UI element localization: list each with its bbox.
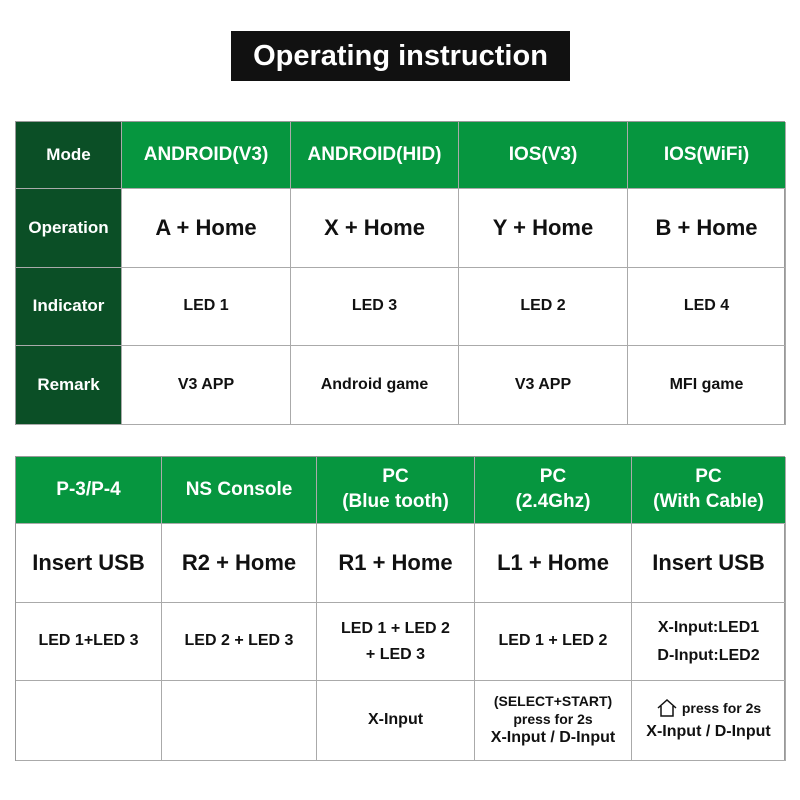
- mode-sublabel: (2.4Ghz): [515, 491, 591, 512]
- mode-label: NS Console: [185, 478, 293, 500]
- mode-table-2: P-3/P-4 NS Console PC (Blue tooth) PC (2.4…: [15, 456, 786, 761]
- row-header-mode: Mode: [16, 122, 122, 189]
- mode-cell: PC (With Cable): [632, 457, 786, 524]
- remark-cell: V3 APP: [459, 346, 628, 425]
- indicator-cell: LED 2: [459, 268, 628, 346]
- operation-cell: R1 + Home: [317, 524, 475, 603]
- operation-cell: R2 + Home: [162, 524, 317, 603]
- row-header-indicator: Indicator: [16, 268, 122, 346]
- operation-cell: L1 + Home: [475, 524, 632, 603]
- remark-cell: [162, 681, 317, 761]
- remark-cell: MFI game: [628, 346, 786, 425]
- mode-cell: P-3/P-4: [16, 457, 162, 524]
- remark-cell: V3 APP: [122, 346, 291, 425]
- indicator-text: + LED 3: [365, 645, 426, 663]
- indicator-cell: LED 1 + LED 2: [475, 603, 632, 681]
- remark-cell: (SELECT+START) press for 2s X-Input / D-…: [475, 681, 632, 761]
- operation-cell: A + Home: [122, 189, 291, 268]
- home-icon: [657, 698, 677, 717]
- mode-label: PC: [539, 466, 567, 488]
- indicator-text: LED 2 + LED 3: [184, 632, 294, 650]
- remark-text: X-Input / D-Input: [646, 722, 771, 740]
- mode-cell: IOS(WiFi): [628, 122, 786, 189]
- operation-cell: Insert USB: [632, 524, 786, 603]
- indicator-cell: LED 1: [122, 268, 291, 346]
- operation-cell: Y + Home: [459, 189, 628, 268]
- indicator-cell: LED 3: [291, 268, 459, 346]
- indicator-text: X-Input:LED1: [657, 619, 760, 637]
- indicator-cell: LED 4: [628, 268, 786, 346]
- remark-text: X-Input: [367, 711, 424, 729]
- indicator-text: LED 1+LED 3: [38, 632, 139, 650]
- mode-label: P-3/P-4: [56, 478, 121, 500]
- indicator-text: LED 1 + LED 2: [498, 632, 608, 650]
- mode-cell: ANDROID(V3): [122, 122, 291, 189]
- indicator-cell: LED 1 + LED 2 + LED 3: [317, 603, 475, 681]
- indicator-cell: LED 2 + LED 3: [162, 603, 317, 681]
- remark-text: (SELECT+START): [493, 692, 613, 709]
- remark-cell: press for 2s X-Input / D-Input: [632, 681, 786, 761]
- remark-cell: [16, 681, 162, 761]
- remark-text: press for 2s: [513, 711, 593, 728]
- operation-cell: Insert USB: [16, 524, 162, 603]
- indicator-text: LED 1 + LED 2: [341, 619, 450, 637]
- mode-sublabel: (Blue tooth): [342, 491, 449, 512]
- operation-cell: X + Home: [291, 189, 459, 268]
- operation-cell: B + Home: [628, 189, 786, 268]
- mode-cell: NS Console: [162, 457, 317, 524]
- remark-cell: Android game: [291, 346, 459, 425]
- row-header-operation: Operation: [16, 189, 122, 268]
- row-header-remark: Remark: [16, 346, 122, 425]
- mode-cell: PC (Blue tooth): [317, 457, 475, 524]
- remark-text: press for 2s: [681, 699, 762, 716]
- mode-table-1: Mode ANDROID(V3) ANDROID(HID) IOS(V3) IO…: [15, 121, 786, 425]
- mode-cell: PC (2.4Ghz): [475, 457, 632, 524]
- mode-label: PC: [695, 466, 722, 488]
- mode-cell: ANDROID(HID): [291, 122, 459, 189]
- remark-cell: X-Input: [317, 681, 475, 761]
- page-title: Operating instruction: [231, 31, 570, 81]
- mode-label: PC: [382, 466, 409, 488]
- indicator-cell: X-Input:LED1 D-Input:LED2: [632, 603, 786, 681]
- mode-cell: IOS(V3): [459, 122, 628, 189]
- mode-sublabel: (With Cable): [653, 491, 764, 512]
- indicator-text: D-Input:LED2: [657, 646, 760, 664]
- remark-text: X-Input / D-Input: [490, 729, 616, 747]
- indicator-cell: LED 1+LED 3: [16, 603, 162, 681]
- remark-line: press for 2s: [656, 697, 761, 719]
